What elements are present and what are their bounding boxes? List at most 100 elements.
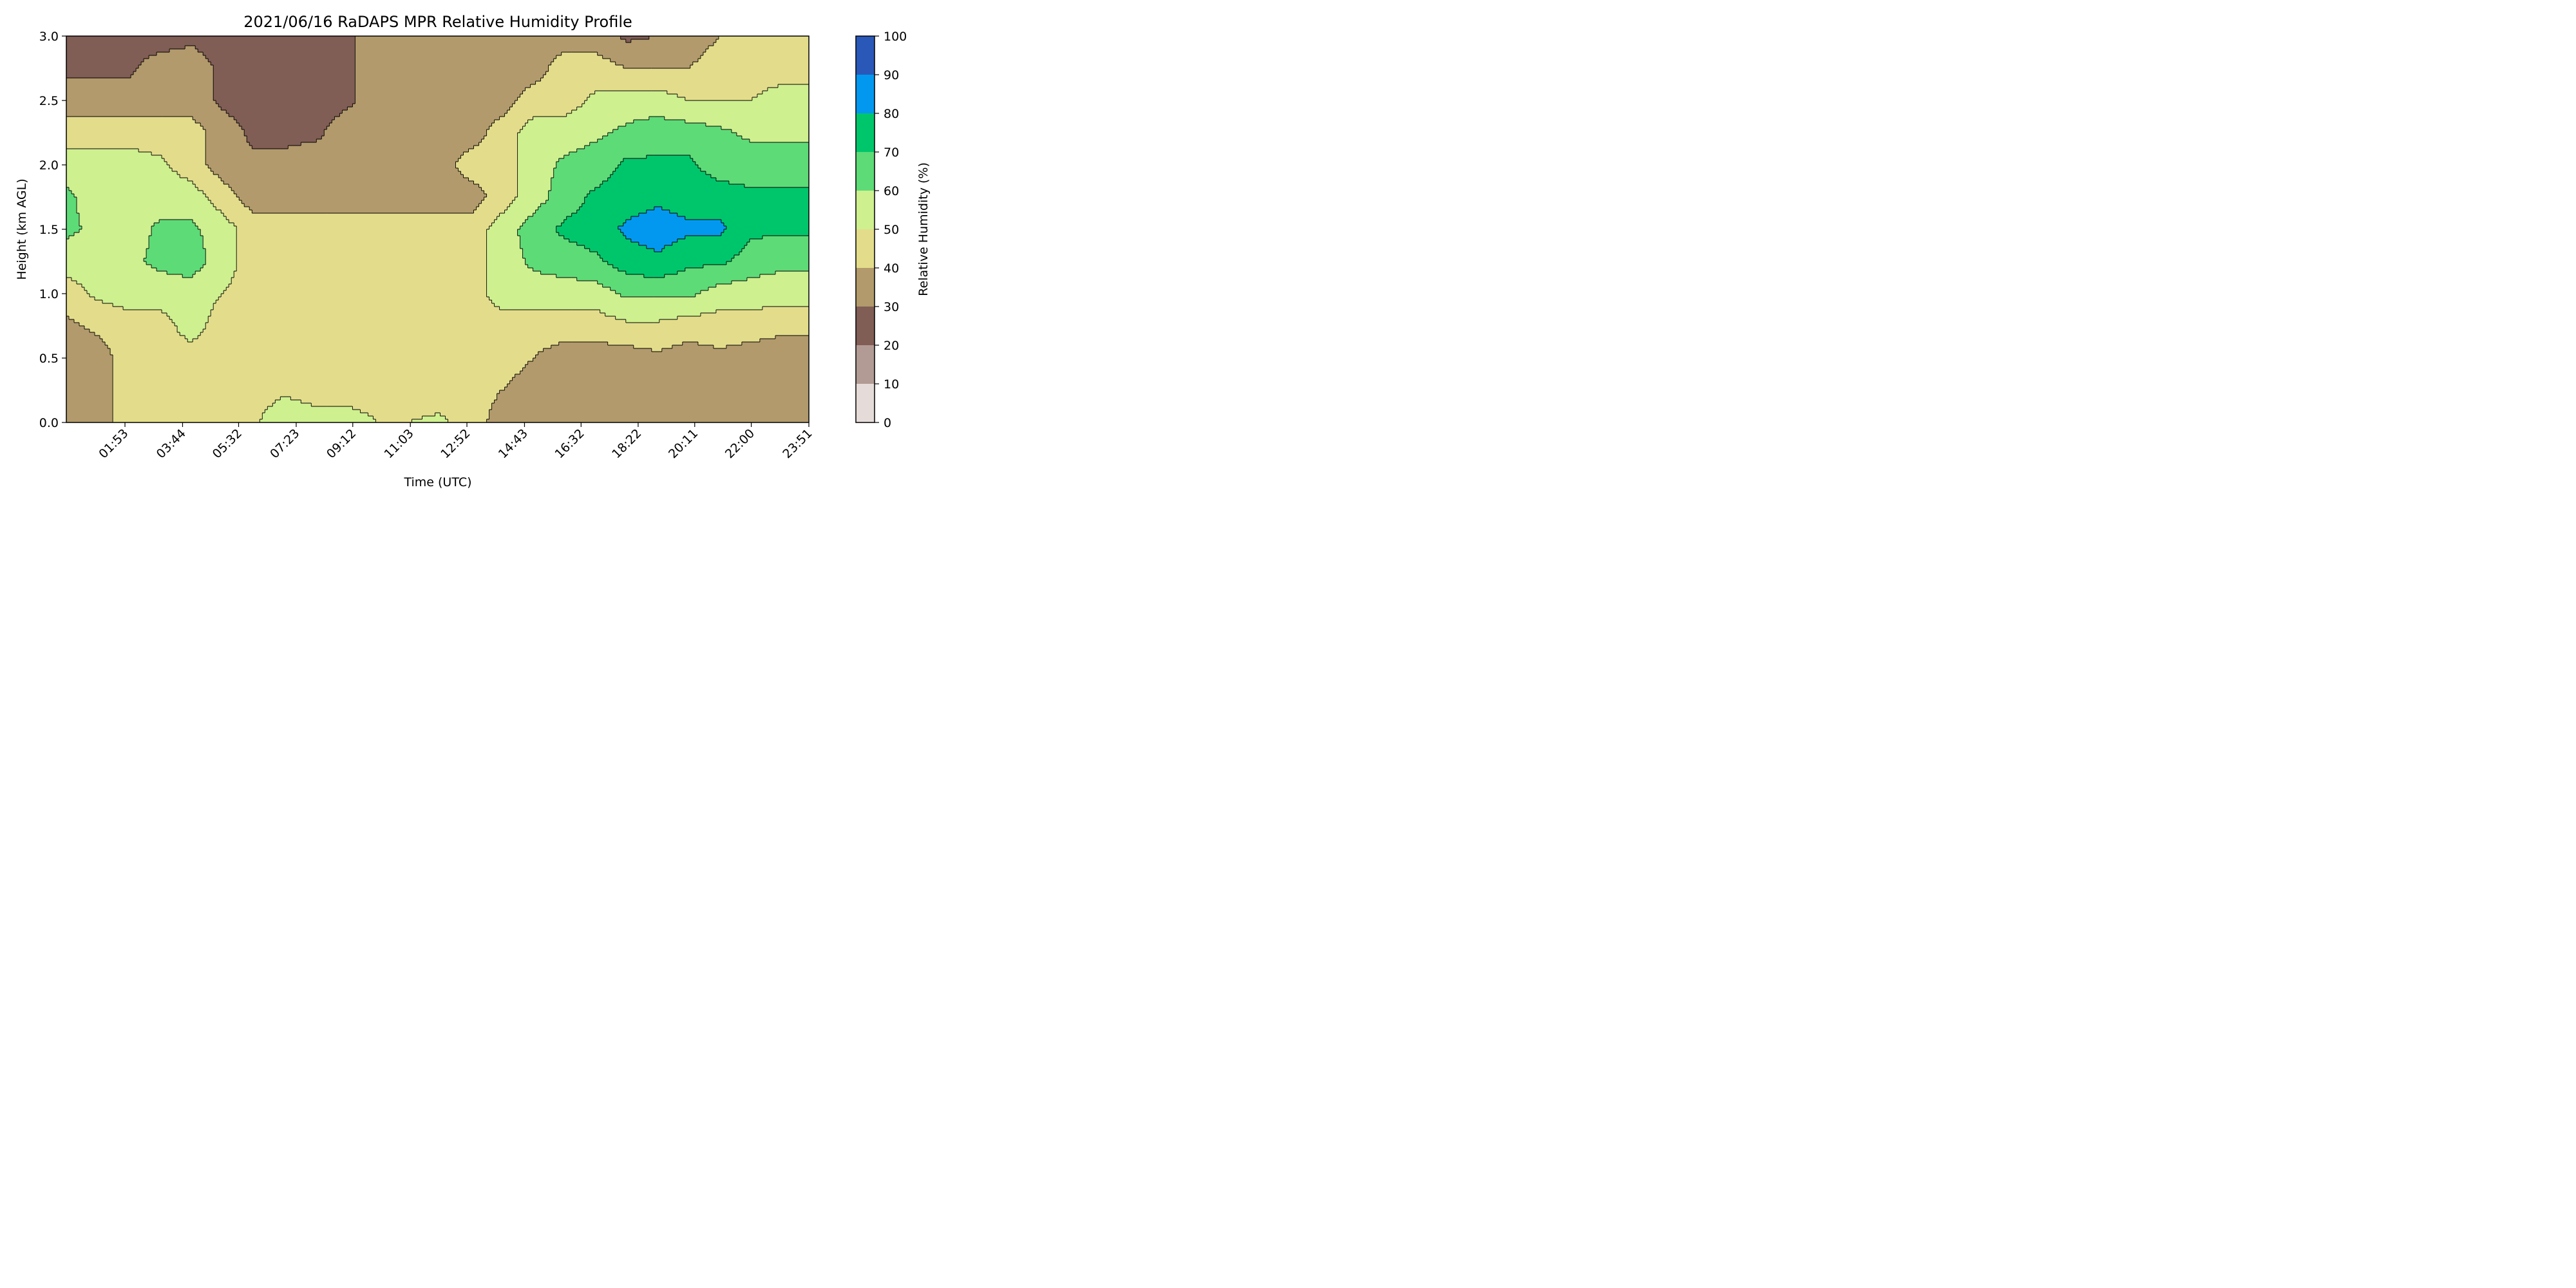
rh-cell bbox=[731, 281, 809, 285]
rh-cell bbox=[458, 168, 518, 172]
rh-cell bbox=[113, 390, 500, 394]
rh-cell bbox=[597, 252, 740, 256]
rh-cell bbox=[133, 71, 214, 75]
rh-cell bbox=[141, 62, 211, 66]
rh-cell bbox=[460, 171, 518, 175]
rh-cell bbox=[66, 49, 170, 53]
rh-cell bbox=[146, 255, 206, 259]
rh-cell bbox=[205, 326, 809, 330]
rh-cell bbox=[515, 100, 585, 104]
rh-cell bbox=[113, 387, 506, 391]
rh-cell bbox=[66, 384, 113, 388]
rh-cell bbox=[685, 236, 763, 240]
rh-cell bbox=[66, 352, 111, 355]
rh-cell bbox=[151, 152, 206, 156]
rh-cell bbox=[66, 252, 147, 256]
rh-cell bbox=[545, 200, 585, 204]
rh-cell bbox=[517, 229, 557, 233]
rh-cell bbox=[491, 223, 524, 227]
rh-cell bbox=[486, 239, 521, 243]
rh-cell bbox=[630, 39, 717, 43]
rh-cell bbox=[213, 84, 355, 88]
rh-cell bbox=[66, 390, 113, 394]
rh-cell bbox=[558, 342, 609, 346]
rh-cell bbox=[136, 68, 214, 72]
rh-cell bbox=[213, 91, 355, 95]
rh-cell bbox=[113, 374, 516, 378]
rh-cell bbox=[625, 236, 686, 240]
rh-cell bbox=[486, 290, 616, 294]
rh-cell bbox=[566, 113, 809, 117]
rh-cell bbox=[79, 220, 160, 223]
rh-cell bbox=[373, 416, 423, 420]
rh-cell bbox=[146, 249, 206, 252]
rh-cell bbox=[355, 46, 709, 50]
rh-cell bbox=[527, 265, 614, 269]
rh-cell bbox=[491, 406, 809, 410]
rh-cell bbox=[355, 36, 621, 40]
rh-cell bbox=[66, 278, 72, 281]
rh-cell bbox=[535, 355, 809, 359]
rh-cell bbox=[486, 284, 603, 288]
rh-cell bbox=[458, 158, 518, 162]
rh-cell bbox=[746, 242, 809, 246]
rh-cell bbox=[643, 274, 665, 278]
rh-cell bbox=[113, 406, 268, 410]
rh-cell bbox=[172, 168, 211, 172]
rh-cell bbox=[66, 210, 77, 214]
rh-cell bbox=[520, 94, 591, 98]
rh-cell bbox=[551, 187, 596, 191]
rh-cell bbox=[515, 374, 809, 378]
rh-cell bbox=[721, 232, 809, 236]
rh-cell bbox=[185, 336, 198, 339]
rh-cell bbox=[731, 129, 809, 133]
rh-cell bbox=[710, 175, 809, 178]
rh-cell bbox=[486, 245, 521, 249]
rh-cell bbox=[564, 236, 627, 240]
rh-cell bbox=[66, 406, 113, 410]
y-tick-label: 0.0 bbox=[39, 416, 59, 430]
rh-cell bbox=[66, 152, 152, 156]
rh-cell bbox=[90, 294, 222, 298]
rh-cell bbox=[66, 287, 85, 291]
rh-cell bbox=[236, 239, 488, 243]
rh-cell bbox=[468, 149, 518, 153]
rh-cell bbox=[203, 191, 234, 194]
rh-cell bbox=[646, 210, 670, 214]
rh-cell bbox=[66, 336, 100, 339]
rh-cell bbox=[659, 319, 809, 323]
colorbar-axis: 0 10 20 30 40 50 60 70 80 90 100 bbox=[875, 30, 907, 430]
rh-cell bbox=[236, 258, 488, 262]
rh-cell bbox=[556, 55, 603, 59]
rh-cell bbox=[576, 278, 748, 281]
rh-cell bbox=[594, 91, 668, 95]
rh-cell bbox=[355, 75, 544, 79]
rh-cell bbox=[486, 271, 542, 275]
rh-cell bbox=[494, 303, 809, 307]
rh-cell bbox=[612, 171, 706, 175]
rh-cell bbox=[545, 71, 809, 75]
rh-cell bbox=[301, 142, 480, 146]
rh-cell bbox=[239, 197, 485, 201]
rh-cell bbox=[149, 236, 204, 240]
rh-cell bbox=[177, 171, 214, 175]
rh-cell bbox=[759, 274, 809, 278]
rh-cell bbox=[576, 210, 647, 214]
rh-cell bbox=[234, 191, 485, 194]
rh-cell bbox=[551, 345, 634, 349]
rh-cell bbox=[102, 339, 188, 343]
rh-cell bbox=[236, 120, 332, 124]
rh-cell bbox=[74, 319, 173, 323]
x-tick-label: 18:22 bbox=[609, 426, 644, 461]
rh-cell bbox=[208, 197, 240, 201]
x-tick-label: 14:43 bbox=[496, 426, 531, 461]
rh-cell bbox=[777, 84, 809, 88]
colorbar-segment bbox=[856, 75, 875, 113]
rh-cell bbox=[172, 319, 209, 323]
rh-cell bbox=[66, 419, 113, 422]
rh-cell bbox=[236, 255, 488, 259]
rh-cell bbox=[66, 242, 149, 246]
rh-cell bbox=[113, 400, 276, 404]
rh-cell bbox=[517, 175, 554, 178]
rh-cell bbox=[515, 197, 549, 201]
